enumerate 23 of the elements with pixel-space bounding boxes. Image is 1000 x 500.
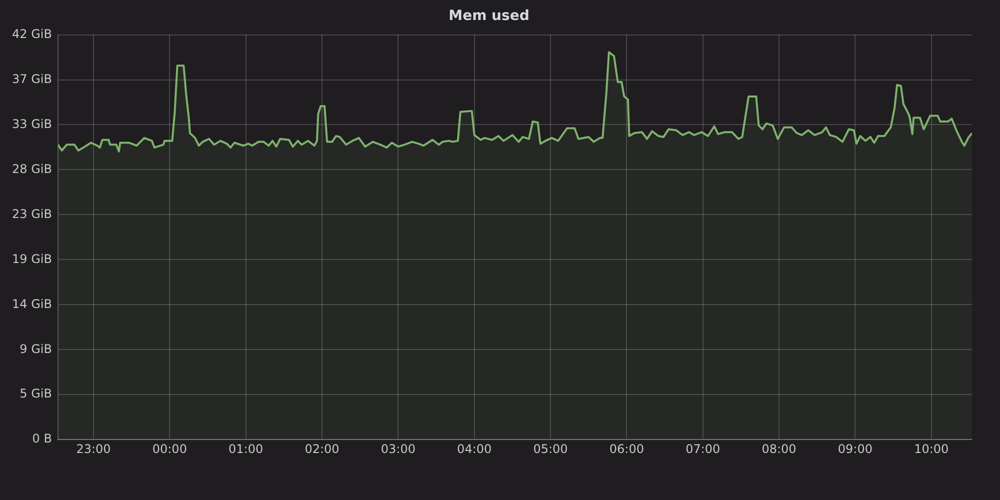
y-tick-label: 5 GiB	[20, 386, 52, 401]
x-tick-label: 01:00	[228, 442, 264, 456]
y-tick-label: 9 GiB	[20, 342, 52, 356]
y-tick-label: 42 GiB	[12, 26, 52, 41]
x-tick-label: 08:00	[762, 442, 796, 456]
x-tick-label: 04:00	[457, 442, 492, 456]
y-tick-label: 37 GiB	[12, 72, 52, 86]
x-tick-label: 05:00	[533, 442, 568, 456]
x-tick-label: 09:00	[838, 442, 872, 456]
y-tick-label: 33 GiB	[12, 116, 52, 131]
y-tick-label: 23 GiB	[12, 206, 52, 221]
x-tick-label: 00:00	[152, 442, 187, 456]
x-tick-label: 03:00	[380, 442, 416, 456]
x-tick-label: 02:00	[304, 442, 340, 456]
chart-title: Mem used	[448, 8, 530, 24]
x-tick-label: 06:00	[609, 442, 644, 456]
y-tick-label: 0 B	[32, 432, 52, 446]
y-tick-label: 14 GiB	[12, 296, 52, 311]
y-tick-label: 28 GiB	[12, 162, 52, 176]
x-tick-label: 10:00	[914, 442, 949, 456]
x-tick-label: 07:00	[686, 442, 720, 456]
y-tick-label: 19 GiB	[12, 252, 52, 266]
x-tick-label: 23:00	[76, 442, 111, 456]
